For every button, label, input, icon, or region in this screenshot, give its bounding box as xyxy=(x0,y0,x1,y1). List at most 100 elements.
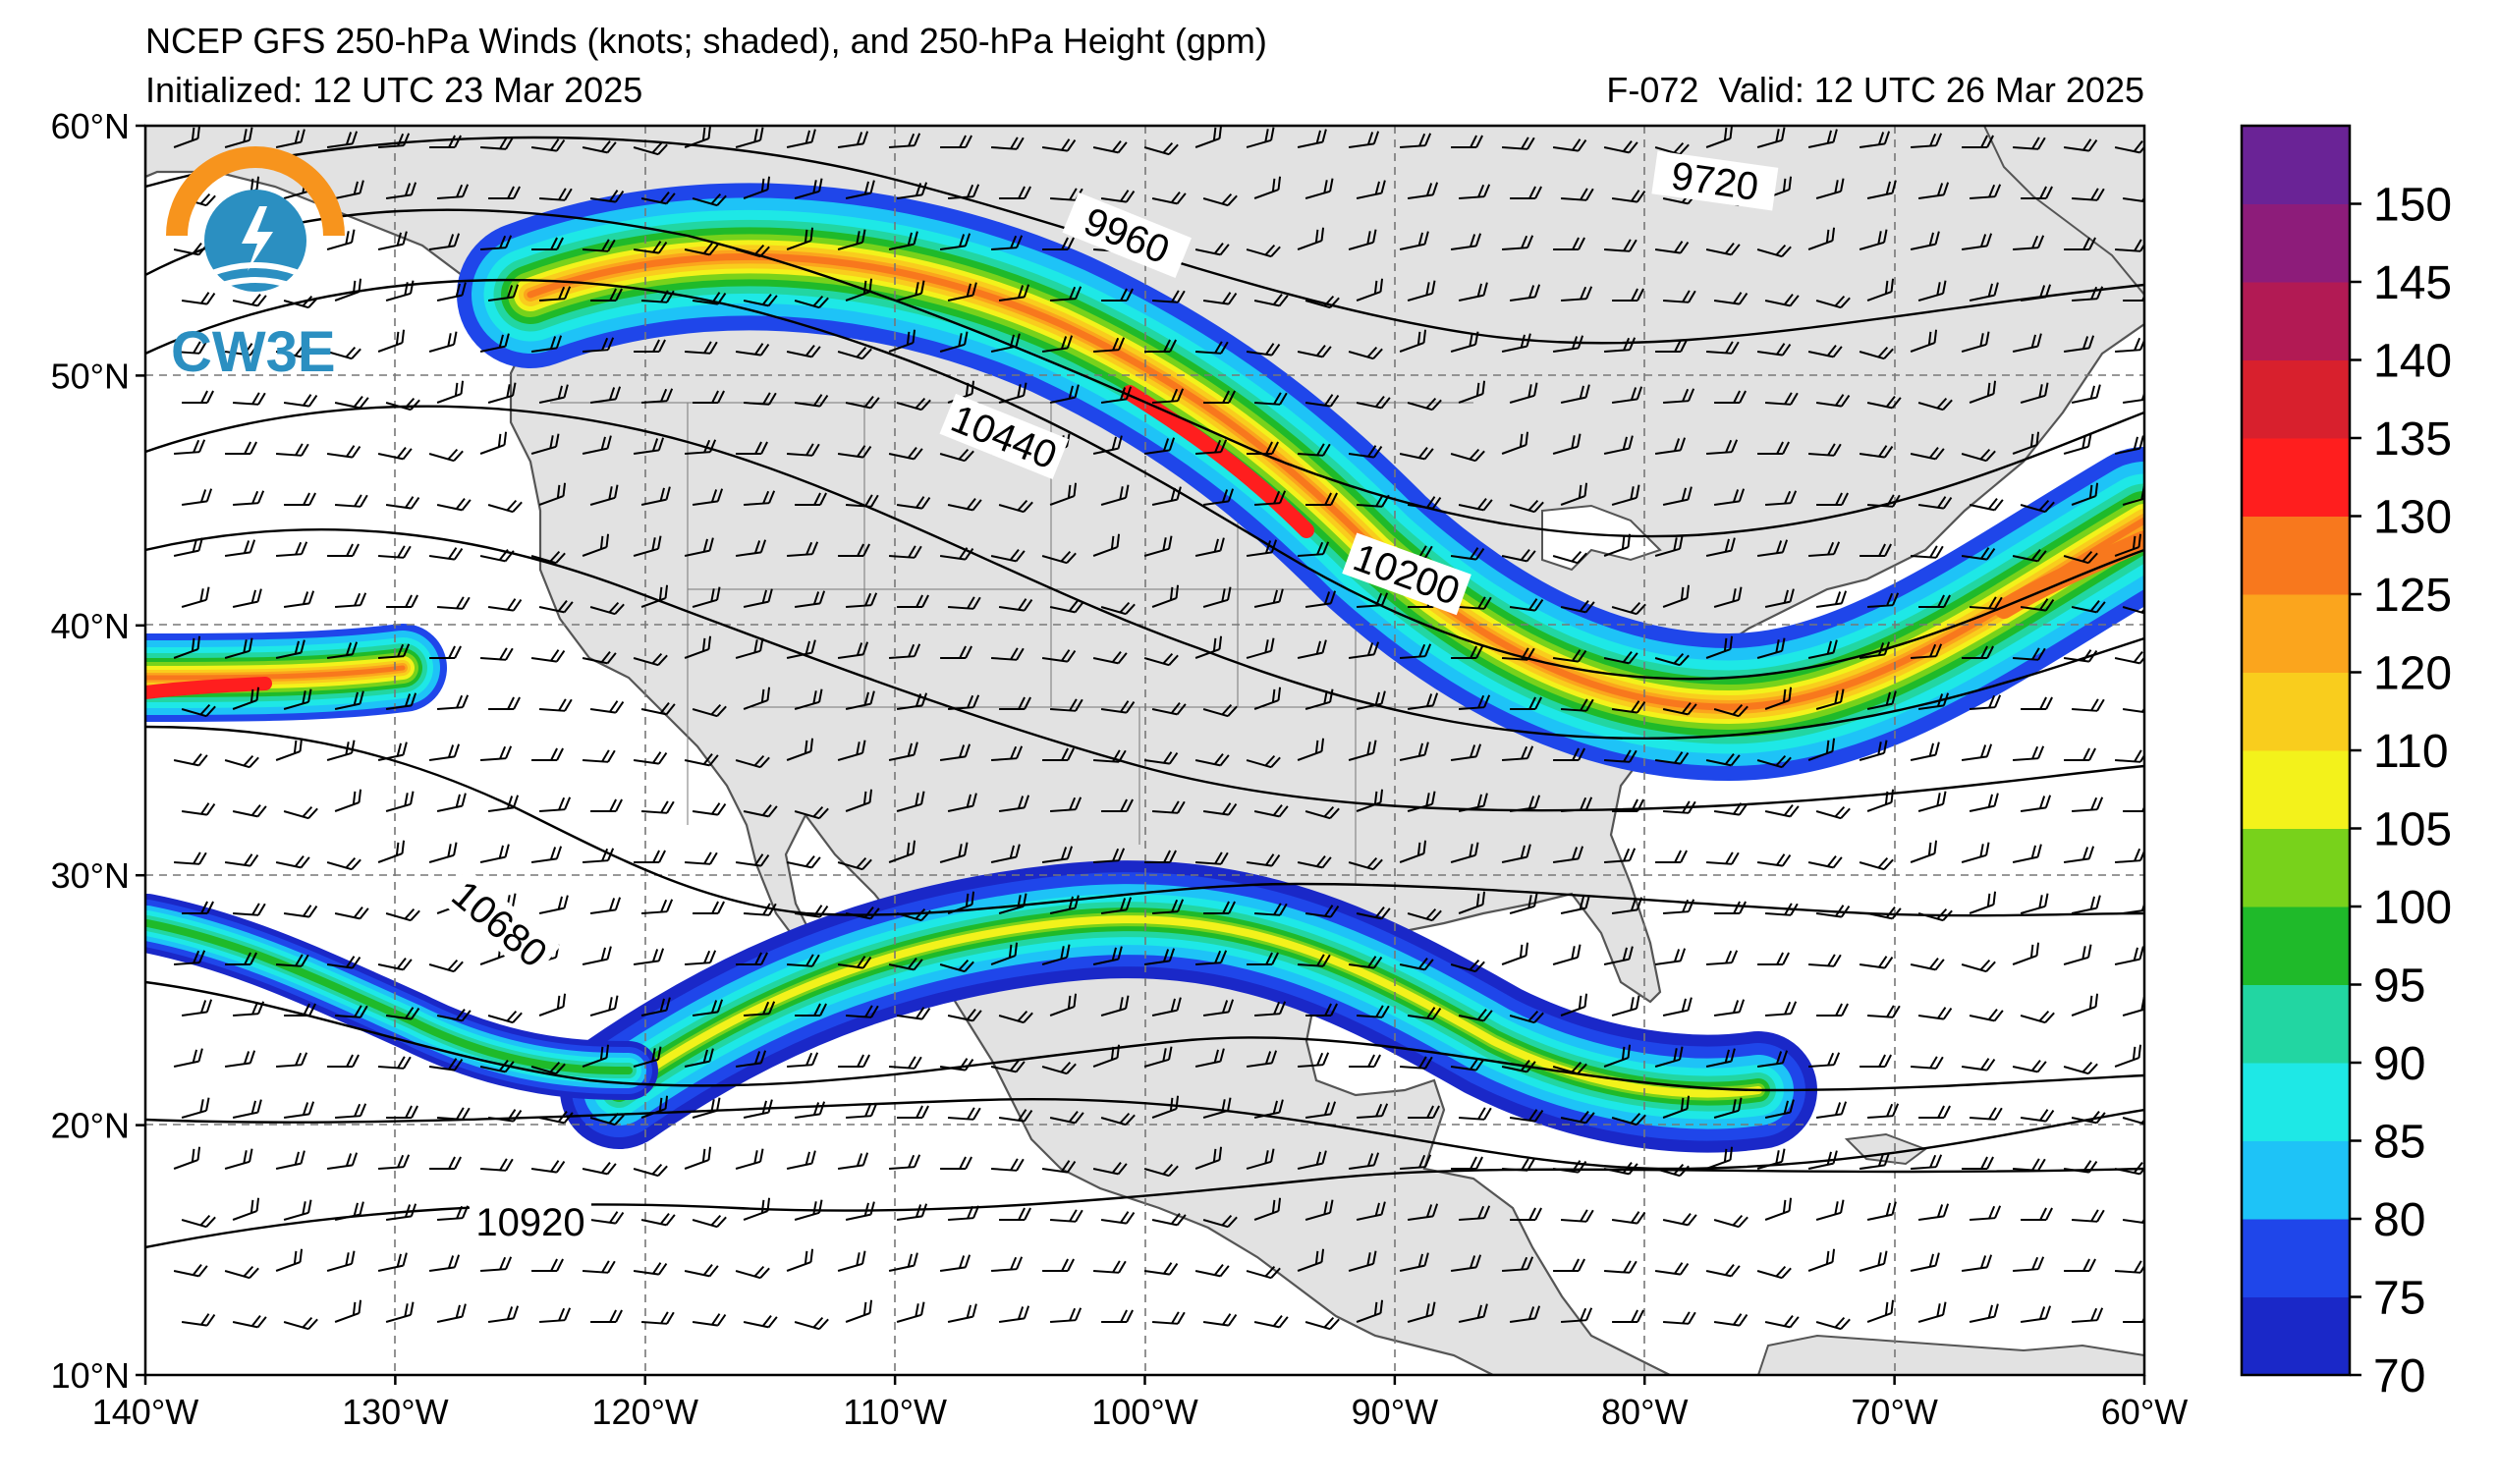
wind-barb xyxy=(1152,290,1186,303)
wind-barb xyxy=(794,1101,826,1119)
wind-barb xyxy=(735,343,770,357)
wind-barb xyxy=(224,1050,256,1068)
wind-barb xyxy=(939,331,969,353)
wind-barb xyxy=(1451,645,1483,659)
wind-barb xyxy=(1713,488,1746,506)
wind-barb xyxy=(1356,690,1386,710)
wind-barb xyxy=(786,345,821,358)
wind-barb xyxy=(846,494,879,508)
wind-barb xyxy=(334,789,362,812)
wind-barb xyxy=(326,740,356,761)
wind-barb xyxy=(1662,1213,1697,1227)
wind-barb xyxy=(224,1148,253,1170)
wind-barb xyxy=(1560,600,1595,614)
lat-label: 40°N xyxy=(51,606,130,646)
wind-barb xyxy=(326,131,359,148)
wind-barb xyxy=(488,696,521,710)
wind-barb xyxy=(1202,999,1235,1017)
wind-barb xyxy=(1654,437,1687,455)
wind-barb xyxy=(1603,1044,1632,1068)
wind-barb xyxy=(990,942,1019,965)
wind-barb xyxy=(582,435,612,455)
wind-barb xyxy=(1399,1252,1429,1272)
wind-barb xyxy=(1655,850,1688,863)
wind-barb xyxy=(1970,184,2002,199)
wind-barb xyxy=(1253,1315,1289,1329)
wind-barb xyxy=(539,797,572,812)
wind-barb xyxy=(1458,793,1488,812)
wind-barb xyxy=(1297,345,1332,358)
wind-barb xyxy=(1961,233,1993,250)
wind-barb xyxy=(1152,388,1185,404)
wind-barb xyxy=(692,1097,721,1119)
wind-barb xyxy=(1917,1007,1953,1020)
wind-barb xyxy=(1816,1003,1849,1017)
wind-barb xyxy=(1961,448,1996,463)
wind-barb xyxy=(1305,1003,1338,1017)
wind-barb xyxy=(1561,797,1593,812)
wind-barb xyxy=(385,280,415,302)
wind-barb xyxy=(786,1150,816,1170)
lon-label: 110°W xyxy=(843,1392,947,1432)
wind-barb xyxy=(1049,993,1078,1017)
colorbar-bin xyxy=(2242,359,2350,439)
wind-barb xyxy=(1603,140,1638,154)
wind-barb xyxy=(1305,492,1338,506)
wind-barb xyxy=(743,294,778,307)
wind-barb xyxy=(1663,800,1696,814)
wind-barb xyxy=(335,494,368,508)
wind-barb xyxy=(948,694,980,710)
wind-barb xyxy=(1705,1264,1741,1278)
wind-barb xyxy=(385,692,417,710)
wind-barb xyxy=(1866,690,1897,710)
colorbar-bin xyxy=(2242,828,2350,907)
wind-barb xyxy=(1764,1197,1793,1221)
wind-barb xyxy=(232,1315,267,1329)
wind-barb xyxy=(787,541,819,557)
wind-barb xyxy=(1202,703,1238,718)
wind-barb xyxy=(2063,138,2098,152)
wind-barb xyxy=(429,1156,462,1170)
wind-barb xyxy=(1961,331,1990,353)
colorbar-label: 145 xyxy=(2373,257,2452,309)
wind-barb xyxy=(1357,1005,1390,1018)
wind-barb xyxy=(181,1214,216,1229)
wind-barb xyxy=(1356,789,1384,812)
wind-barb xyxy=(378,643,411,659)
wind-barb xyxy=(896,907,931,922)
wind-barb xyxy=(947,1009,982,1022)
wind-barb xyxy=(684,1264,719,1278)
wind-barb xyxy=(326,956,361,969)
wind-barb xyxy=(1970,1205,2002,1221)
wind-barb xyxy=(1450,743,1482,761)
wind-barb xyxy=(692,488,724,506)
wind-barb xyxy=(2012,942,2040,965)
wind-barb xyxy=(2063,649,2098,663)
wind-barb xyxy=(2013,1256,2045,1272)
wind-barb xyxy=(1560,384,1590,404)
wind-barb xyxy=(640,584,669,608)
wind-barb xyxy=(1509,284,1541,302)
wind-barb xyxy=(744,392,777,406)
wind-barb xyxy=(1202,488,1235,506)
wind-barb xyxy=(539,286,572,302)
wind-barb xyxy=(1100,601,1136,616)
wind-barb xyxy=(1552,846,1584,863)
wind-barb xyxy=(633,437,665,455)
wind-barb xyxy=(633,652,668,667)
wind-barb xyxy=(1151,997,1182,1017)
wind-barb xyxy=(2063,1160,2098,1174)
wind-barb xyxy=(744,1001,776,1017)
wind-barb xyxy=(786,639,816,659)
wind-barb xyxy=(2115,337,2144,353)
wind-barb xyxy=(948,184,980,199)
wind-barb xyxy=(837,229,866,250)
wind-barb xyxy=(640,1095,669,1119)
wind-barb xyxy=(684,126,712,148)
wind-barb xyxy=(1399,329,1427,353)
wind-barb xyxy=(1450,1254,1482,1272)
wind-barb xyxy=(998,893,1027,914)
wind-barb xyxy=(232,804,267,818)
jet-band xyxy=(145,919,633,1074)
wind-barb xyxy=(1662,1095,1691,1119)
